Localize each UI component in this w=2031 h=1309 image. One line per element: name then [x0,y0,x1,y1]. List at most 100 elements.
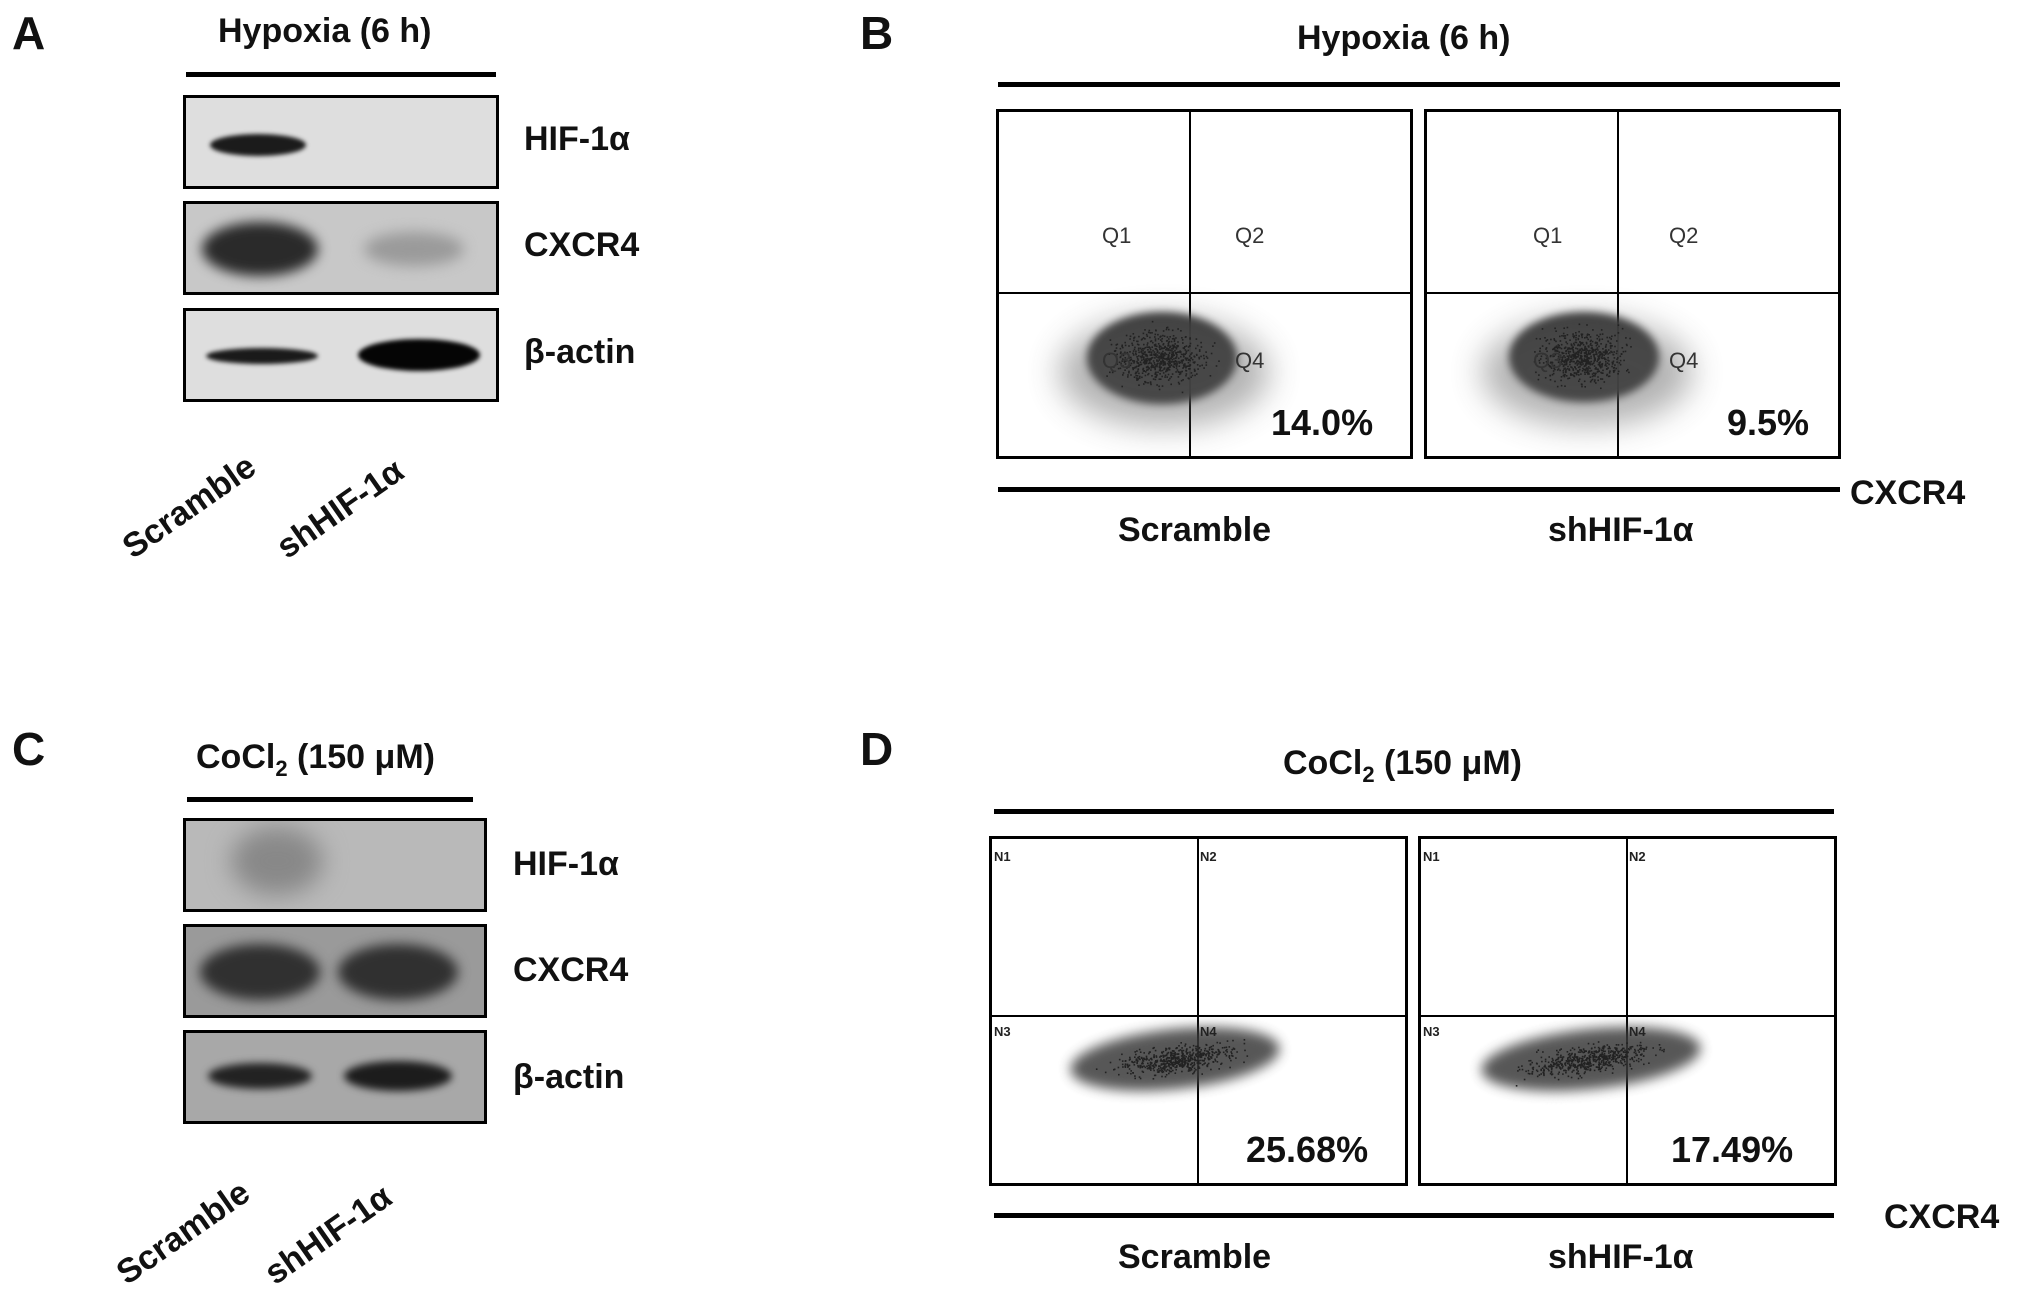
scatter-dot [1193,1064,1195,1067]
scatter-dot [1109,371,1111,374]
scatter-dot [1597,1056,1599,1059]
scatter-dot [1140,356,1143,359]
scatter-dot [1560,1048,1562,1050]
scatter-dot [1172,1050,1174,1052]
scatter-dot [1579,356,1582,359]
scatter-dot [1597,357,1600,360]
scatter-dot [1572,346,1574,349]
scatter-dot [1155,1061,1158,1064]
scatter-dot [1557,1058,1559,1061]
scatter-dot [1581,359,1584,362]
scatter-dot [1571,355,1573,357]
scatter-dot [1162,347,1164,350]
scatter-dot [1159,348,1161,351]
scatter-dot [1211,1048,1213,1050]
scatter-dot [1173,1052,1175,1055]
scatter-dot [1567,1057,1569,1059]
scatter-dot [1591,1047,1593,1050]
scatter-dot [1158,352,1160,354]
scatter-dot [1177,345,1179,347]
scatter-dot [1594,349,1596,352]
scatter-dot [1605,358,1607,361]
scatter-dot [1210,1057,1213,1059]
scatter-dot [1150,351,1153,353]
scatter-dot [1160,357,1163,359]
scatter-dot [1560,1054,1562,1057]
scatter-dot [1589,363,1592,366]
scatter-dot [1152,1065,1155,1068]
scatter-dot [1175,348,1178,350]
scatter-dot [1565,341,1567,343]
scatter-dot [1188,355,1191,357]
scatter-dot [1617,1056,1619,1059]
scatter-dot [1189,368,1191,370]
scatter-dot [1147,368,1149,371]
scatter-dot [1587,1068,1589,1071]
scatter-dot [1211,1054,1214,1057]
scatter-dot [1617,1044,1620,1046]
scatter-dot [1160,1070,1163,1072]
scatter-dot [1163,362,1166,365]
scatter-dot [1150,369,1152,371]
scatter-dot [1590,342,1592,345]
scatter-dot [1171,1063,1174,1066]
scatter-dot [1158,388,1161,391]
scatter-dot [1198,1062,1200,1065]
scatter-dot [1166,369,1169,372]
scatter-dot [1590,357,1592,360]
scatter-dot [1582,363,1584,365]
scatter-dot [1134,1051,1136,1053]
scatter-dot [1139,1077,1142,1080]
scatter-dot [1122,374,1124,376]
scatter-dot [1559,335,1561,338]
scatter-dot [1595,1050,1597,1052]
scatter-dot [1149,347,1151,349]
scatter-dot [1225,1049,1227,1052]
scatter-dot [1584,352,1587,355]
scatter-dot [1121,360,1123,362]
scatter-dot [1602,1045,1605,1048]
scatter-dot [1574,341,1577,344]
scatter-dot [1162,1067,1165,1069]
scatter-dot [1607,1047,1610,1050]
scatter-dot [1607,1061,1610,1063]
panel-a-condition: Hypoxia (6 h) [218,12,432,50]
scatter-dot [1157,338,1160,340]
scatter-dot [1551,373,1554,376]
scatter-dot [1139,355,1142,358]
scatter-dot [1576,348,1579,350]
scatter-dot [1557,368,1560,370]
scatter-dot [1178,1061,1181,1064]
scatter-dot [1147,1064,1150,1067]
scatter-dot [1208,1055,1210,1057]
scatter-dot [1551,1057,1554,1060]
scatter-dot [1597,358,1599,361]
scatter-dot [1570,373,1572,375]
scatter-dot [1623,1059,1626,1061]
scatter-dot [1576,373,1578,376]
quadrant-label-b1-q3: Q3 [1102,348,1132,373]
scatter-dot [1594,372,1596,375]
scatter-dot [1538,359,1541,362]
scatter-dot [1564,1064,1567,1067]
scatter-dot [1151,332,1153,334]
scatter-dot [1135,1058,1138,1060]
scatter-dot [1575,339,1577,341]
scatter-dot [1180,379,1183,382]
scatter-dot [1194,1059,1196,1062]
scatter-dot [1557,357,1560,360]
scatter-dot [1615,1048,1617,1051]
scatter-dot [1629,337,1631,340]
scatter-dot [1583,1068,1586,1070]
scatter-dot [1544,1060,1547,1063]
scatter-dot [1204,1058,1206,1060]
scatter-dot [1180,353,1183,356]
scatter-dot [1186,365,1189,367]
scatter-dot [1575,336,1577,339]
scatter-dot [1153,1069,1155,1072]
panel-b-axis-bar [998,487,1840,492]
blot-a-hif1a [183,95,499,189]
scatter-dot [1161,385,1164,387]
scatter-dot [1521,1068,1524,1071]
scatter-dot [1129,1058,1131,1060]
